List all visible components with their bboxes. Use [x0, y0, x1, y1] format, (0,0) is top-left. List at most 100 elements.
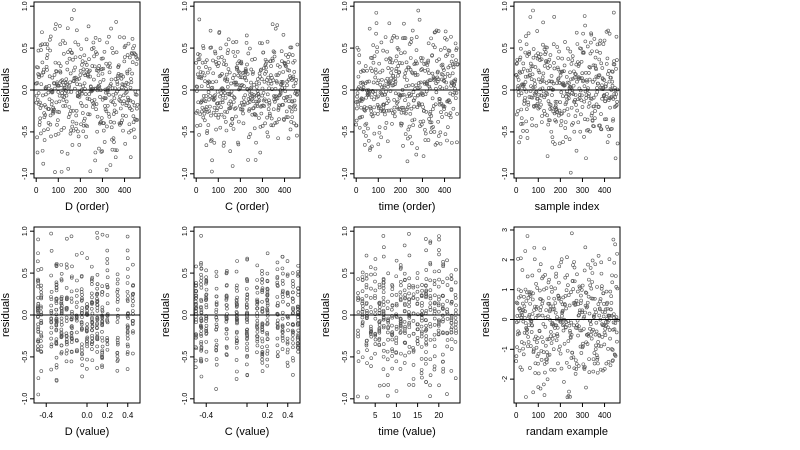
data-point [516, 78, 521, 82]
data-point [593, 262, 598, 267]
data-point [281, 33, 286, 37]
data-point [36, 339, 40, 344]
data-point [121, 128, 125, 133]
data-point [80, 306, 84, 310]
data-point [69, 289, 74, 294]
data-point [411, 348, 416, 352]
data-point [234, 341, 239, 345]
data-point [381, 296, 386, 300]
data-point [206, 70, 210, 75]
data-point [235, 318, 239, 323]
data-point [587, 101, 592, 105]
data-point [427, 78, 432, 82]
data-point [428, 110, 433, 114]
data-point [552, 296, 556, 301]
data-point [243, 75, 247, 79]
data-point [517, 306, 522, 311]
data-point [612, 327, 617, 332]
data-point [432, 364, 437, 369]
data-point [214, 338, 219, 343]
data-point [194, 60, 199, 65]
data-point [516, 329, 521, 334]
data-point [241, 121, 246, 126]
data-point [254, 99, 259, 104]
data-point [364, 273, 369, 277]
point-group [514, 231, 620, 400]
data-point [371, 60, 376, 65]
data-point [126, 41, 131, 46]
data-point [121, 93, 126, 98]
data-point [105, 312, 110, 316]
data-point [102, 49, 107, 54]
data-point [115, 354, 120, 359]
data-point [547, 86, 551, 90]
data-point [562, 108, 567, 113]
data-point [590, 258, 595, 263]
data-point [204, 295, 208, 300]
data-point [403, 98, 407, 103]
data-point [437, 99, 442, 103]
data-point [559, 260, 563, 265]
data-point [291, 345, 295, 350]
data-point [275, 96, 280, 101]
data-point [449, 369, 454, 373]
data-point [437, 269, 441, 274]
point-group [35, 230, 135, 397]
data-point [69, 128, 73, 133]
data-point [403, 277, 407, 282]
data-point [199, 84, 204, 89]
data-point [582, 135, 586, 139]
data-point [541, 322, 546, 326]
data-point [201, 94, 206, 98]
data-point [437, 294, 441, 299]
data-point [285, 272, 290, 277]
y-tick-label: -1.0 [182, 168, 189, 180]
data-point [245, 331, 249, 336]
data-point [364, 106, 369, 110]
data-point [54, 327, 59, 332]
data-point [95, 298, 100, 303]
data-point [525, 136, 530, 140]
data-point [70, 336, 74, 341]
data-point [85, 124, 90, 129]
y-tick-label: -1.0 [342, 168, 349, 180]
data-point [53, 60, 58, 65]
data-point [280, 254, 285, 259]
data-point [545, 350, 549, 355]
data-point [599, 344, 603, 349]
data-point [614, 34, 619, 39]
data-point [106, 111, 111, 116]
data-point [402, 75, 407, 79]
y-tick-label: 0.0 [22, 85, 29, 95]
data-point [224, 42, 229, 47]
data-point [364, 276, 369, 281]
data-point [548, 307, 553, 312]
data-point [386, 330, 390, 335]
data-point [394, 350, 399, 354]
data-point [521, 61, 526, 66]
data-point [48, 48, 52, 53]
x-tick-label: 400 [598, 411, 612, 420]
data-point [450, 71, 455, 76]
data-point [410, 141, 414, 146]
data-point [564, 135, 568, 139]
data-point [95, 331, 100, 336]
data-point [115, 272, 120, 277]
data-point [258, 41, 262, 45]
data-point [398, 93, 403, 98]
data-point [594, 102, 599, 107]
data-point [59, 327, 64, 332]
data-point [117, 35, 122, 39]
data-point [449, 287, 454, 291]
data-point [131, 299, 135, 303]
data-point [377, 327, 382, 332]
data-point [581, 31, 585, 36]
data-point [275, 284, 280, 288]
data-point [108, 65, 112, 70]
x-tick-label: 5 [373, 411, 378, 420]
data-point [118, 73, 123, 77]
data-point [115, 82, 120, 86]
x-tick-label: 0.2 [102, 411, 114, 420]
data-point [214, 322, 219, 327]
data-point [606, 325, 610, 330]
